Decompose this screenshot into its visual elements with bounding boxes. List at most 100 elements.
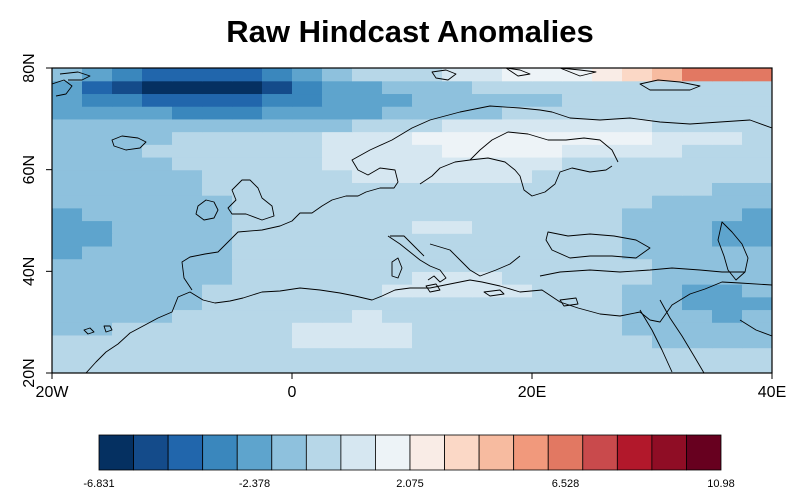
colorbar: -6.831 -2.378 2.075 6.528 10.98: [83, 434, 735, 490]
colorbar-swatch: [547, 434, 584, 471]
anomaly-cell: [562, 220, 593, 234]
anomaly-cell: [112, 182, 143, 196]
anomaly-cell: [262, 182, 293, 196]
anomaly-cell: [442, 347, 473, 361]
anomaly-cell: [532, 220, 563, 234]
anomaly-cell: [172, 182, 203, 196]
anomaly-cell: [442, 233, 473, 247]
anomaly-cell: [472, 80, 503, 95]
anomaly-cell: [262, 93, 293, 107]
anomaly-cell: [562, 207, 593, 222]
anomaly-cell: [52, 182, 83, 196]
anomaly-cell: [352, 284, 383, 298]
anomaly-cell: [202, 233, 233, 247]
anomaly-cell: [412, 93, 443, 107]
anomaly-cell: [172, 258, 203, 272]
anomaly-cell: [532, 309, 563, 323]
anomaly-cell: [682, 68, 713, 82]
colorbar-swatch: [271, 434, 307, 471]
anomaly-cell: [112, 271, 143, 285]
anomaly-cell: [82, 360, 113, 373]
anomaly-cell: [172, 195, 203, 209]
colorbar-swatch: [582, 434, 618, 471]
anomaly-cell: [322, 245, 353, 260]
anomaly-cell: [352, 195, 383, 209]
anomaly-cell: [412, 169, 443, 183]
anomaly-cell: [442, 182, 473, 196]
anomaly-cell: [532, 245, 563, 260]
anomaly-cell: [472, 296, 503, 311]
anomaly-cell: [532, 296, 563, 311]
anomaly-cell: [472, 334, 503, 349]
anomaly-cell: [412, 68, 443, 82]
anomaly-cell: [502, 271, 533, 285]
anomaly-cell: [142, 245, 173, 260]
anomaly-cell: [412, 182, 443, 196]
anomaly-cell: [472, 258, 503, 272]
anomaly-cell: [52, 271, 83, 285]
anomaly-cell: [352, 271, 383, 285]
anomaly-field: [52, 68, 772, 373]
anomaly-cell: [382, 284, 413, 298]
anomaly-cell: [142, 156, 173, 171]
anomaly-cell: [502, 93, 533, 107]
anomaly-cell: [172, 207, 203, 222]
map-title: Raw Hindcast Anomalies: [226, 14, 594, 49]
anomaly-cell: [472, 284, 503, 298]
anomaly-cell: [562, 195, 593, 209]
anomaly-cell: [82, 284, 113, 298]
anomaly-cell: [202, 245, 233, 260]
anomaly-cell: [202, 80, 233, 95]
anomaly-cell: [82, 334, 113, 349]
colorbar-label: 2.075: [396, 478, 424, 490]
anomaly-cell: [562, 118, 593, 133]
axis-ticks: 20W 0 20E 40E 20N 40N 60N 80N: [21, 53, 786, 401]
anomaly-cell: [202, 347, 233, 361]
anomaly-cell: [532, 271, 563, 285]
anomaly-cell: [52, 284, 83, 298]
anomaly-cell: [262, 156, 293, 171]
anomaly-cell: [292, 271, 323, 285]
anomaly-cell: [562, 156, 593, 171]
lon-tick-label: 20E: [518, 384, 546, 401]
map-frame: [51, 67, 773, 374]
anomaly-cell: [502, 195, 533, 209]
anomaly-cell: [262, 347, 293, 361]
anomaly-cell: [502, 284, 533, 298]
anomaly-cell: [562, 296, 593, 311]
anomaly-cell: [562, 284, 593, 298]
anomaly-cell: [742, 334, 772, 349]
lon-tick-label: 40E: [758, 384, 786, 401]
anomaly-cell: [322, 296, 353, 311]
anomaly-cell: [652, 284, 683, 298]
anomaly-cell: [172, 156, 203, 171]
anomaly-cell: [622, 322, 653, 336]
anomaly-cell: [262, 106, 293, 120]
anomaly-cell: [472, 322, 503, 336]
anomaly-cell: [442, 284, 473, 298]
colorbar-swatch: [167, 434, 204, 471]
anomaly-cell: [682, 195, 713, 209]
anomaly-cell: [682, 245, 713, 260]
anomaly-cell: [682, 220, 713, 234]
anomaly-cell: [412, 106, 443, 120]
anomaly-cell: [622, 334, 653, 349]
anomaly-cell: [202, 156, 233, 171]
anomaly-cell: [502, 118, 533, 133]
colorbar-swatch: [236, 434, 273, 471]
anomaly-cell: [112, 309, 143, 323]
anomaly-cell: [532, 284, 563, 298]
anomaly-cell: [232, 118, 263, 133]
anomaly-cell: [112, 195, 143, 209]
anomaly-cell: [322, 144, 353, 158]
anomaly-cell: [652, 118, 683, 133]
anomaly-cell: [232, 347, 263, 361]
anomaly-cell: [112, 144, 143, 158]
colorbar-swatch: [375, 434, 411, 471]
anomaly-cell: [442, 360, 473, 373]
anomaly-cell: [742, 93, 772, 107]
anomaly-cell: [472, 93, 503, 107]
anomaly-cell: [562, 322, 593, 336]
anomaly-cell: [472, 118, 503, 133]
anomaly-cell: [742, 347, 772, 361]
